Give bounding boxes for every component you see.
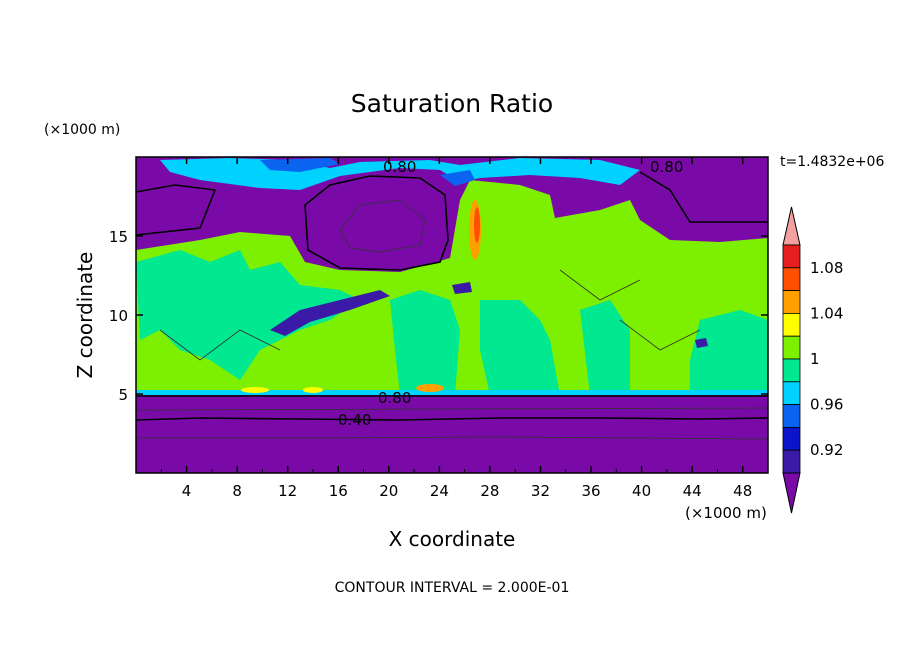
contour-label-080-lower: 0.80 bbox=[378, 389, 411, 407]
contour-label-080-right: 0.80 bbox=[650, 158, 683, 176]
contour-label-1: 0.80 bbox=[383, 158, 416, 176]
colorbar-box bbox=[782, 312, 801, 337]
colorbar-label: 1.04 bbox=[810, 304, 843, 322]
colorbar-label: 1 bbox=[810, 350, 820, 368]
contour-lines-thin bbox=[135, 199, 769, 440]
colorbar-box bbox=[782, 381, 801, 405]
contour-interval: CONTOUR INTERVAL = 2.000E-01 bbox=[335, 580, 570, 596]
upper-dry-region bbox=[305, 176, 448, 270]
colorbar-box bbox=[782, 290, 801, 314]
x-tick-label: 24 bbox=[430, 482, 449, 500]
contour-lines bbox=[135, 171, 769, 421]
lower-boundary-cyan bbox=[136, 390, 768, 395]
time-label: t=1.4832e+06 bbox=[780, 154, 884, 170]
x-tick-label: 8 bbox=[232, 482, 242, 500]
lower-purple-layer bbox=[136, 395, 768, 473]
colorbar-bottom-arrow bbox=[782, 472, 801, 514]
y-tick-label: 10 bbox=[109, 307, 128, 325]
y-axis-label: Z coordinate bbox=[73, 252, 97, 379]
y-tick-label: 15 bbox=[109, 228, 128, 246]
warm-patch-3 bbox=[416, 384, 444, 392]
colorbar-label: 0.92 bbox=[810, 441, 843, 459]
contour-label-080-top: 0.80 bbox=[383, 158, 416, 176]
mid-cyan-green-patches bbox=[136, 250, 768, 395]
colorbar-label: 0.96 bbox=[810, 396, 843, 414]
top-blue-streak bbox=[260, 158, 475, 186]
x-tick-label: 44 bbox=[683, 482, 702, 500]
x-tick-label: 36 bbox=[581, 482, 600, 500]
x-tick-label: 20 bbox=[379, 482, 398, 500]
y-tick-label: 5 bbox=[118, 386, 128, 404]
x-axis-ticks: 4 8 12 16 20 24 28 32 36 40 44 48 bbox=[160, 157, 752, 500]
colorbar-box bbox=[782, 449, 801, 474]
colorbar-box bbox=[782, 358, 801, 383]
plot-area bbox=[135, 156, 769, 474]
x-tick-label: 40 bbox=[632, 482, 651, 500]
warm-patch-2 bbox=[303, 387, 323, 393]
x-tick-label: 4 bbox=[182, 482, 192, 500]
colorbar: 1.08 1.04 1 0.96 0.92 bbox=[782, 206, 843, 514]
x-tick-label: 32 bbox=[531, 482, 550, 500]
x-axis-unit: (×1000 m) bbox=[685, 504, 767, 522]
colorbar-box bbox=[782, 244, 801, 269]
y-axis-ticks: 5 10 15 bbox=[109, 228, 768, 404]
warm-patch-1 bbox=[241, 387, 269, 393]
colorbar-box bbox=[782, 404, 801, 428]
colorbar-box bbox=[782, 426, 801, 451]
contour-label-040: 0.40 bbox=[338, 411, 371, 429]
x-tick-label: 48 bbox=[733, 482, 752, 500]
chart-title: Saturation Ratio bbox=[351, 89, 553, 118]
colorbar-box bbox=[782, 335, 801, 360]
colorbar-box bbox=[782, 267, 801, 291]
y-axis-unit: (×1000 m) bbox=[44, 122, 120, 138]
x-tick-label: 16 bbox=[329, 482, 348, 500]
purple-plume bbox=[270, 282, 708, 348]
x-tick-label: 12 bbox=[278, 482, 297, 500]
colorbar-top-arrow bbox=[782, 206, 801, 246]
warm-patch-5 bbox=[474, 207, 480, 243]
x-tick-label: 28 bbox=[480, 482, 499, 500]
colorbar-label: 1.08 bbox=[810, 259, 843, 277]
x-axis-label: X coordinate bbox=[389, 527, 516, 551]
